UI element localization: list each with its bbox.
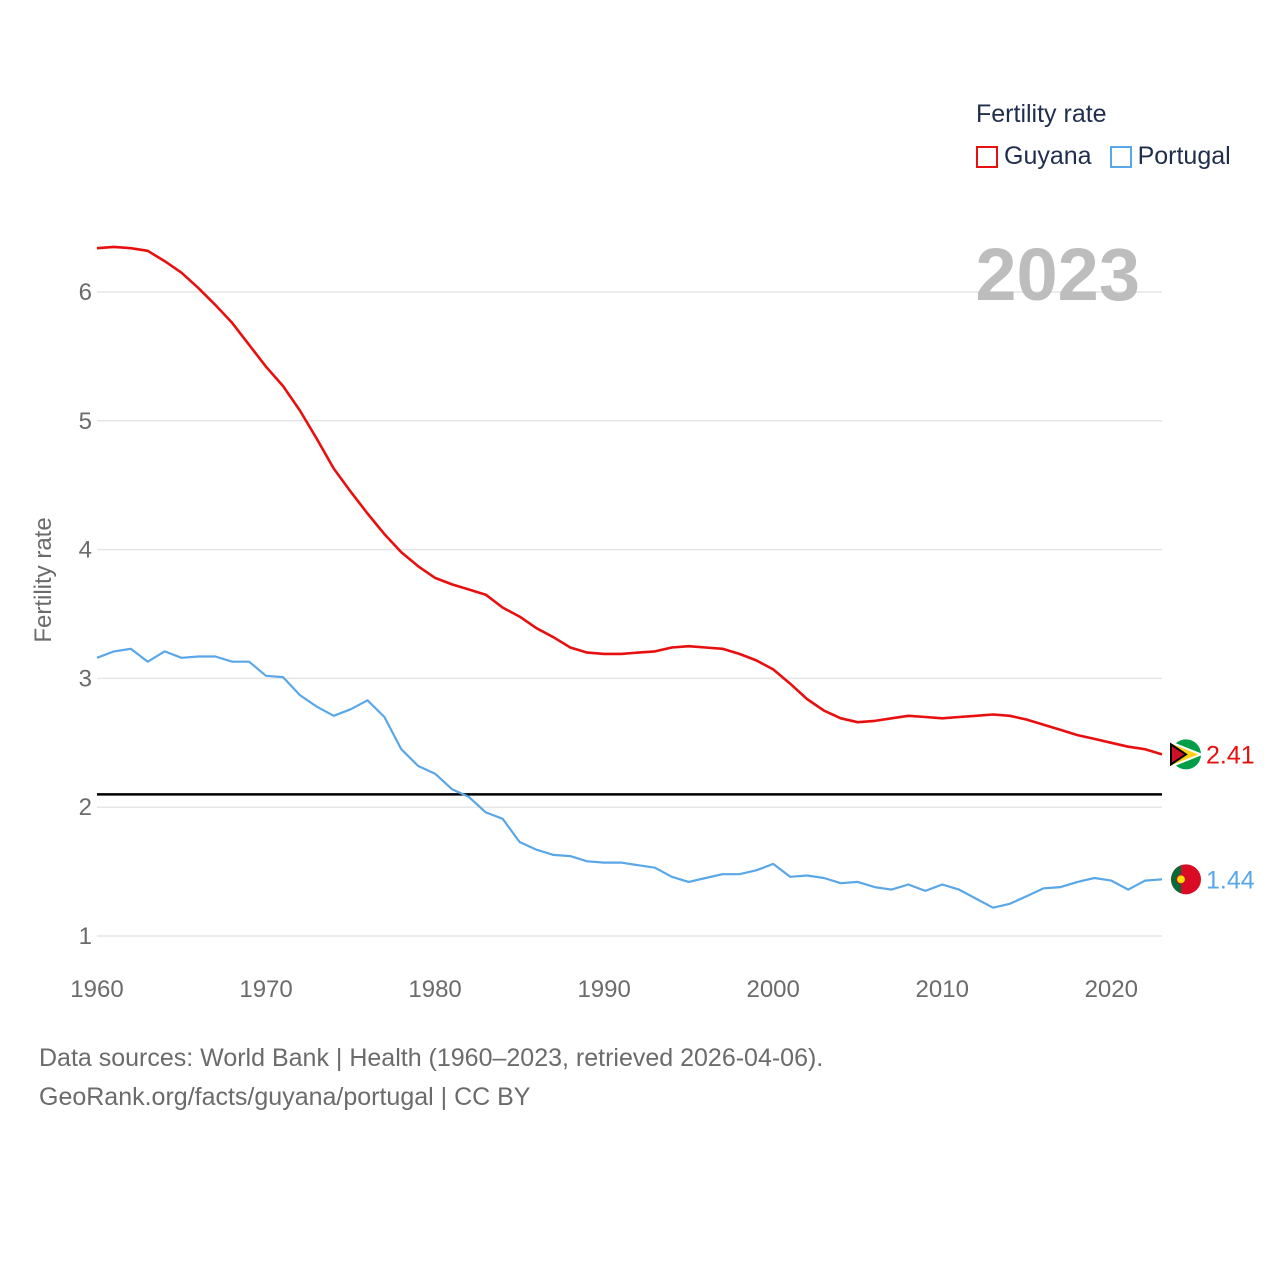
x-tick-1960: 1960	[70, 976, 123, 1003]
x-tick-1990: 1990	[577, 976, 630, 1003]
x-axis-ticks: 1960 1970 1980 1990 2000 2010 2020	[70, 976, 1138, 1003]
y-axis-label: Fertility rate	[30, 517, 57, 642]
flag-portugal-icon	[1171, 864, 1201, 895]
end-value-guyana: 2.41	[1206, 741, 1255, 769]
grid-lines	[97, 291, 1162, 937]
data-sources-text: Data sources: World Bank | Health (1960–…	[39, 1044, 824, 1072]
y-tick-1: 1	[79, 923, 92, 950]
end-markers: 2.41 1.44	[1170, 739, 1255, 895]
x-tick-2010: 2010	[916, 976, 969, 1003]
x-tick-2020: 2020	[1085, 976, 1138, 1003]
x-tick-2000: 2000	[746, 976, 799, 1003]
legend-swatch-guyana	[976, 145, 998, 168]
end-value-portugal: 1.44	[1206, 866, 1255, 894]
flag-portugal-emblem	[1175, 874, 1187, 885]
attribution-text[interactable]: GeoRank.org/facts/guyana/portugal | CC B…	[39, 1083, 531, 1111]
legend-title: Fertility rate	[976, 100, 1107, 128]
flag-guyana-red	[1170, 742, 1188, 767]
legend-label-guyana: Guyana	[1004, 142, 1092, 170]
legend-item-portugal[interactable]: Portugal	[1109, 142, 1231, 171]
x-tick-1980: 1980	[408, 976, 461, 1003]
series-lines	[96, 245, 1163, 909]
y-tick-3: 3	[79, 665, 92, 692]
series-line-portugal	[96, 647, 1163, 909]
y-axis-ticks: 1 2 3 4 5 6	[79, 279, 92, 950]
y-tick-4: 4	[79, 537, 92, 564]
current-year-label: 2023	[975, 233, 1140, 316]
legend-swatch-portugal	[1109, 145, 1132, 168]
flag-guyana-icon	[1170, 739, 1204, 770]
y-tick-5: 5	[79, 408, 92, 435]
legend-label-portugal: Portugal	[1137, 142, 1231, 170]
x-tick-1970: 1970	[239, 976, 292, 1003]
y-tick-2: 2	[79, 794, 92, 821]
legend-item-guyana[interactable]: Guyana	[976, 142, 1092, 171]
y-tick-6: 6	[79, 279, 92, 306]
series-line-guyana	[96, 245, 1163, 756]
legend: Guyana Portugal	[976, 142, 1249, 171]
